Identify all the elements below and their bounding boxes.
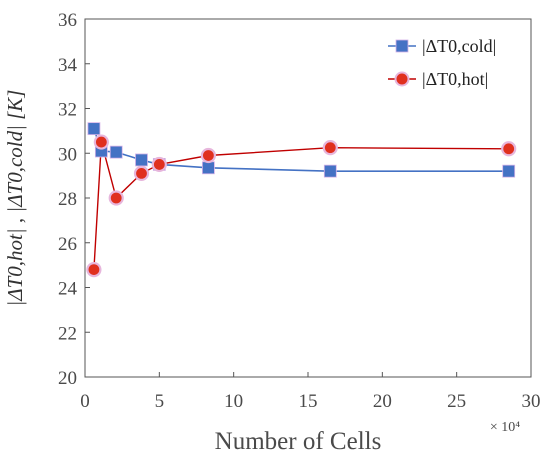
data-point-hot <box>93 134 109 150</box>
x-tick-label: 30 <box>522 391 541 412</box>
legend-label-hot: |ΔT0,hot| <box>422 69 488 89</box>
x-axis-multiplier: × 10⁴ <box>490 420 520 435</box>
y-tick-label: 24 <box>58 279 78 300</box>
legend: |ΔT0,cold| |ΔT0,hot| <box>388 36 496 89</box>
x-tick-label: 0 <box>80 391 90 412</box>
y-tick-label: 32 <box>58 100 77 121</box>
data-point-hot <box>133 165 150 181</box>
legend-item-hot: |ΔT0,hot| <box>388 69 488 89</box>
data-point-cold <box>323 164 337 178</box>
x-axis-ticks: 0 5 10 15 20 25 30 <box>80 372 541 412</box>
y-tick-label: 34 <box>58 55 78 76</box>
y-tick-label: 30 <box>58 144 77 165</box>
data-point-hot <box>501 141 517 157</box>
data-point-cold <box>87 122 101 136</box>
x-axis-title: Number of Cells <box>215 428 382 455</box>
legend-item-cold: |ΔT0,cold| <box>388 36 496 56</box>
x-tick-label: 25 <box>447 391 466 412</box>
y-tick-label: 22 <box>58 323 77 344</box>
legend-marker-hot <box>394 71 410 87</box>
x-tick-label: 15 <box>299 391 318 412</box>
data-point-hot <box>151 156 167 173</box>
data-point-hot <box>108 190 124 206</box>
data-point-cold <box>201 161 215 175</box>
data-point-hot <box>322 140 338 156</box>
legend-label-cold: |ΔT0,cold| <box>422 36 496 56</box>
data-point-hot <box>86 262 102 278</box>
data-point-cold <box>135 153 148 167</box>
x-tick-label: 10 <box>224 391 243 412</box>
y-tick-label: 28 <box>58 189 77 210</box>
y-axis-title: |ΔT0,hot| , |ΔT0,cold| [K] <box>3 90 27 307</box>
series-layer <box>86 122 517 278</box>
x-tick-label: 5 <box>155 391 165 412</box>
legend-marker-cold <box>395 39 409 53</box>
x-tick-label: 20 <box>373 391 392 412</box>
data-point-cold <box>502 164 516 178</box>
data-point-hot <box>200 147 216 164</box>
y-axis-ticks: 20 22 24 26 28 30 32 34 36 <box>58 10 90 389</box>
y-tick-label: 20 <box>58 368 77 389</box>
y-tick-label: 36 <box>58 10 77 31</box>
data-point-cold <box>109 145 123 159</box>
y-tick-label: 26 <box>58 234 77 255</box>
